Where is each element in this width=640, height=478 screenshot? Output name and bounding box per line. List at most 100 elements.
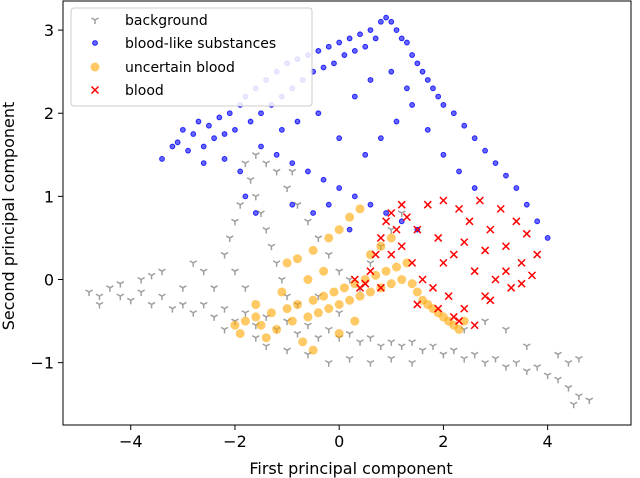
data-point — [496, 204, 505, 213]
data-point — [351, 93, 358, 100]
data-point — [461, 122, 468, 129]
data-point — [413, 225, 422, 234]
data-point — [392, 262, 402, 272]
data-point — [393, 27, 400, 33]
data-point — [522, 368, 531, 375]
data-point — [335, 268, 344, 276]
data-point — [564, 359, 573, 367]
data-point — [308, 245, 318, 255]
data-point — [424, 77, 431, 83]
data-point — [381, 266, 391, 276]
data-point — [564, 384, 573, 392]
data-point — [357, 31, 363, 38]
data-point — [287, 316, 297, 326]
data-point — [377, 135, 384, 142]
data-point — [242, 193, 249, 200]
data-point — [325, 201, 332, 208]
x-axis-title: First principal component — [249, 459, 452, 478]
legend-marker — [92, 40, 98, 46]
data-point — [231, 268, 239, 276]
data-point — [355, 291, 365, 301]
data-point — [465, 217, 474, 226]
data-point — [293, 330, 302, 338]
data-point — [283, 185, 291, 193]
data-point — [158, 293, 166, 301]
data-point — [246, 177, 255, 184]
data-point — [502, 326, 510, 334]
data-point — [366, 359, 375, 367]
data-point — [314, 335, 323, 342]
data-point — [512, 217, 521, 226]
data-point — [402, 213, 411, 222]
data-point — [324, 304, 334, 314]
data-point — [178, 285, 187, 292]
data-point — [341, 52, 348, 58]
data-point — [387, 355, 396, 363]
data-point — [367, 77, 374, 83]
data-point — [126, 297, 135, 305]
data-point — [383, 14, 389, 21]
data-point — [554, 376, 562, 384]
data-point — [517, 258, 526, 267]
data-point — [331, 60, 337, 67]
data-point — [366, 267, 375, 276]
data-point — [252, 210, 259, 216]
data-point — [199, 268, 208, 276]
data-point — [289, 160, 296, 167]
data-point — [533, 250, 542, 259]
data-point — [231, 218, 239, 226]
data-point — [501, 267, 510, 276]
data-point — [210, 285, 218, 292]
data-point — [278, 126, 285, 133]
data-point — [220, 251, 229, 259]
y-tick-label: 3 — [44, 21, 54, 40]
data-point — [324, 251, 333, 259]
data-point — [282, 304, 292, 314]
data-point — [362, 43, 369, 50]
data-point — [95, 293, 104, 301]
data-point — [106, 285, 114, 292]
legend-marker — [91, 17, 99, 24]
data-point — [319, 291, 329, 301]
data-point — [383, 210, 389, 216]
data-point — [335, 310, 344, 317]
data-point — [310, 210, 317, 216]
data-point — [367, 201, 374, 208]
data-point — [292, 299, 302, 309]
data-point — [356, 339, 364, 346]
data-point — [320, 176, 327, 183]
data-point — [294, 118, 301, 125]
data-point — [460, 355, 469, 363]
data-point — [137, 289, 146, 296]
y-axis-title: Second principal component — [0, 102, 18, 331]
data-point — [303, 312, 313, 322]
data-point — [324, 359, 333, 367]
data-point — [450, 110, 457, 117]
data-point — [241, 285, 250, 292]
data-point — [456, 168, 462, 175]
data-point — [351, 47, 358, 54]
data-point — [313, 308, 323, 318]
data-point — [272, 324, 282, 334]
data-point — [527, 271, 537, 280]
data-point — [345, 355, 354, 363]
data-point — [365, 250, 375, 260]
x-tick-label: −2 — [223, 432, 247, 451]
data-point — [455, 317, 464, 326]
data-point — [376, 283, 385, 292]
data-point — [251, 335, 260, 342]
data-point — [486, 296, 495, 305]
y-tick-label: 2 — [44, 104, 54, 123]
data-point — [439, 196, 448, 205]
data-point — [324, 326, 333, 334]
legend-marker — [90, 62, 100, 72]
data-point — [459, 316, 469, 326]
data-point — [365, 287, 375, 297]
x-tick-label: 4 — [543, 432, 553, 451]
data-point — [277, 276, 286, 284]
x-tick-label: 2 — [438, 432, 448, 451]
data-point — [501, 242, 510, 251]
data-point — [272, 260, 281, 267]
data-point — [339, 283, 349, 293]
